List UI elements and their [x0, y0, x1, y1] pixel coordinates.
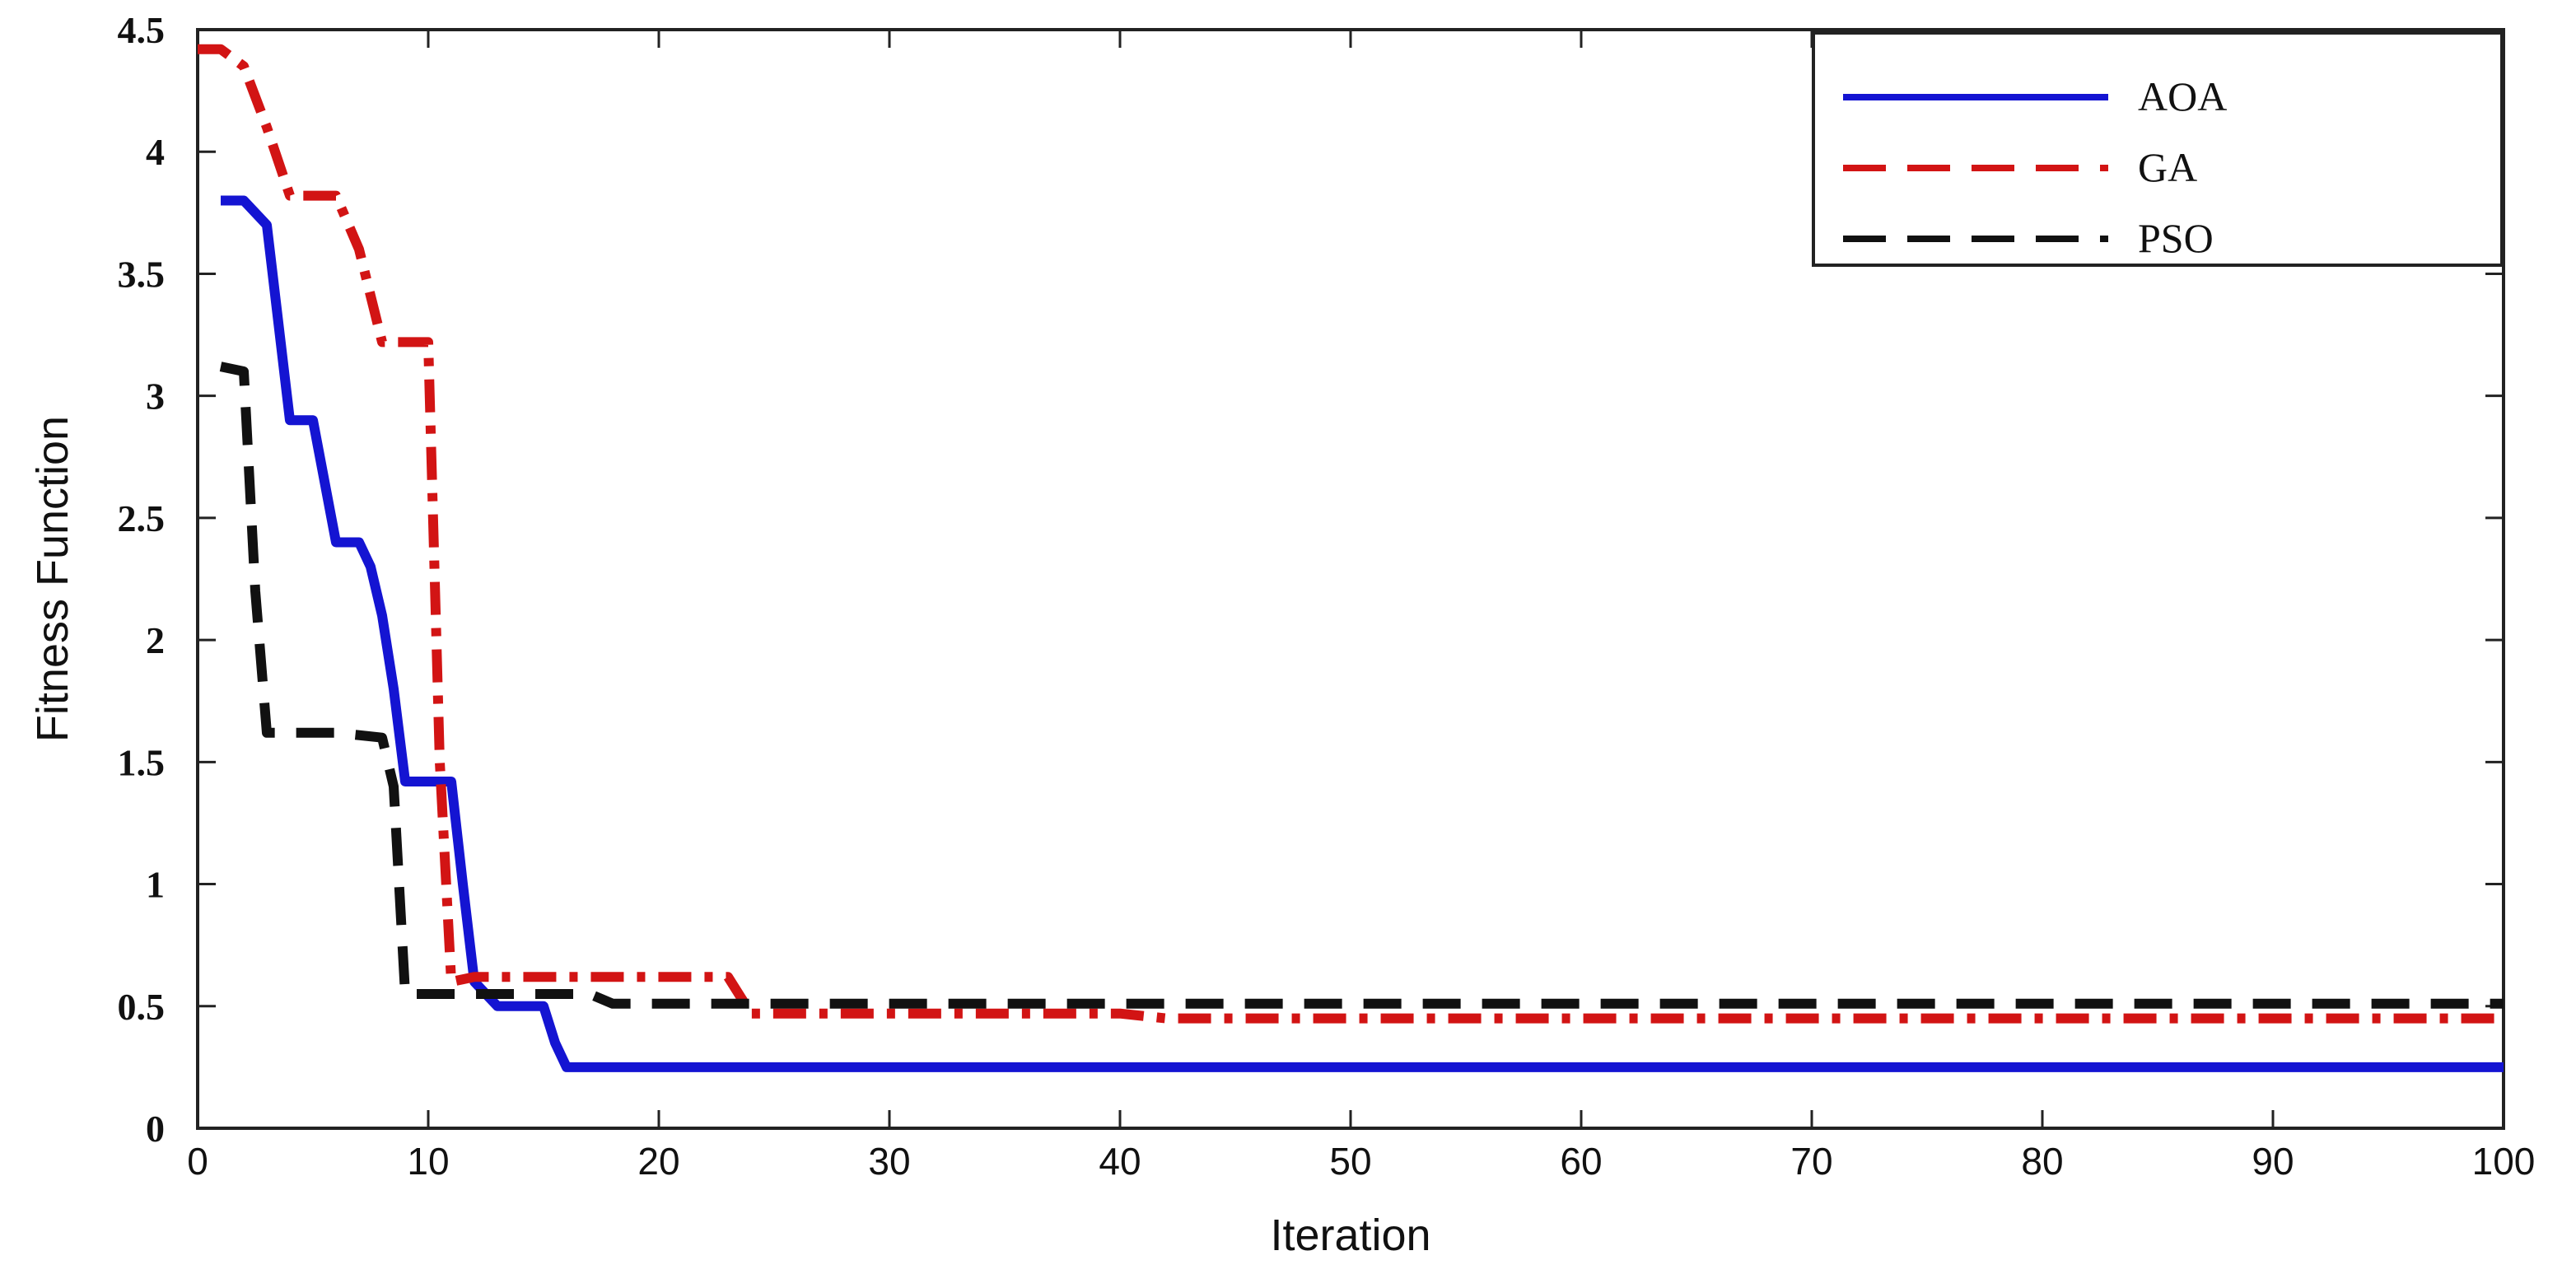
x-tick-label: 90: [2252, 1140, 2294, 1183]
y-tick-label: 0.5: [118, 986, 166, 1028]
y-tick-label: 3: [146, 376, 165, 418]
legend-label-ga: GA: [2138, 144, 2197, 190]
y-tick-label: 4.5: [118, 9, 166, 51]
series-layer: [198, 44, 2504, 1072]
y-tick-label: 1: [146, 864, 165, 906]
x-tick-label: 40: [1099, 1140, 1141, 1183]
x-tick-label: 10: [407, 1140, 449, 1183]
x-tick-label: 50: [1329, 1140, 1371, 1183]
series-line-aoa: [221, 195, 2504, 1072]
x-axis-title: Iteration: [1270, 1211, 1430, 1260]
ticks-layer: 0 10 20 30 40 50 60 70 80 90 100 0 0.5 1 1.5 2 2.5 3 3.5 4 4…: [118, 9, 2536, 1183]
x-tick-label: 70: [1790, 1140, 1832, 1183]
legend-label-aoa: AOA: [2138, 73, 2227, 119]
legend-box: [1812, 31, 2504, 267]
y-tick-label: 4: [146, 131, 165, 173]
y-tick-label: 3.5: [118, 253, 166, 295]
legend-entries: AOA GA PSO: [1843, 73, 2227, 261]
x-tick-label: 20: [637, 1140, 679, 1183]
y-tick-label: 1.5: [118, 741, 166, 783]
y-tick-label: 2.5: [118, 497, 166, 539]
x-tick-label: 80: [2021, 1140, 2063, 1183]
x-tick-label: 0: [187, 1140, 208, 1183]
x-tick-label: 60: [1560, 1140, 1602, 1183]
y-axis-title: Fitness Function: [28, 416, 77, 742]
series-line-ga: [198, 44, 2504, 1024]
legend: AOA GA PSO: [1812, 31, 2504, 267]
y-tick-label: 2: [146, 619, 165, 661]
y-tick-label: 0: [146, 1108, 165, 1150]
legend-label-pso: PSO: [2138, 215, 2214, 261]
x-tick-label: 100: [2472, 1140, 2536, 1183]
x-tick-label: 30: [868, 1140, 910, 1183]
series-line-pso: [219, 362, 2504, 1009]
